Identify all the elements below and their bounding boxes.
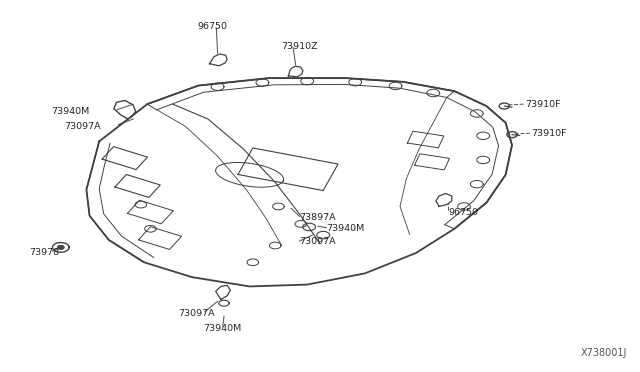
Text: X738001J: X738001J [581, 348, 627, 358]
Text: 73978: 73978 [29, 248, 59, 257]
Text: 73097A: 73097A [64, 122, 100, 131]
Polygon shape [58, 246, 64, 249]
Text: 96750: 96750 [448, 208, 478, 217]
Text: 73910F: 73910F [525, 100, 560, 109]
Text: 73940M: 73940M [51, 107, 90, 116]
Text: 73940M: 73940M [326, 224, 365, 233]
Text: 73897A: 73897A [300, 213, 336, 222]
Text: 73940M: 73940M [204, 324, 242, 333]
Text: 73097A: 73097A [178, 309, 214, 318]
Text: 73910F: 73910F [531, 129, 566, 138]
Text: 96750: 96750 [197, 22, 227, 31]
Text: 73910Z: 73910Z [282, 42, 318, 51]
Text: 73097A: 73097A [300, 237, 336, 246]
